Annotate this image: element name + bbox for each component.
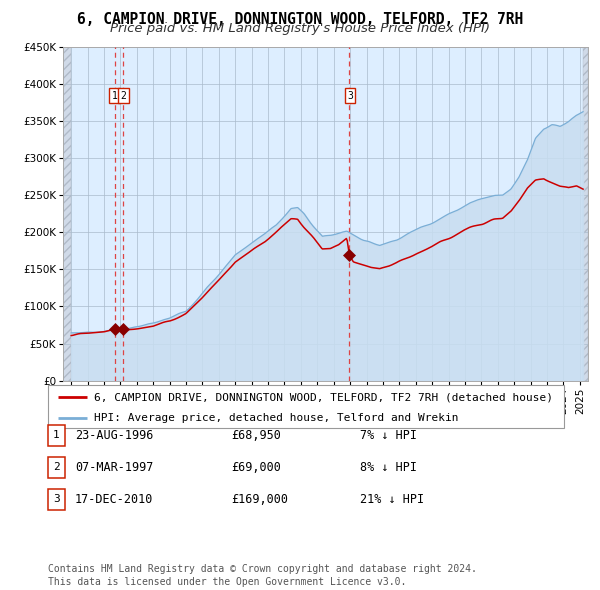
Bar — [583, 47, 588, 381]
Text: 17-DEC-2010: 17-DEC-2010 — [75, 493, 154, 506]
Text: 3: 3 — [347, 90, 353, 100]
Text: 1: 1 — [53, 431, 60, 440]
Text: 21% ↓ HPI: 21% ↓ HPI — [360, 493, 424, 506]
Text: Price paid vs. HM Land Registry's House Price Index (HPI): Price paid vs. HM Land Registry's House … — [110, 22, 490, 35]
Text: 23-AUG-1996: 23-AUG-1996 — [75, 429, 154, 442]
Text: 6, CAMPION DRIVE, DONNINGTON WOOD, TELFORD, TF2 7RH (detached house): 6, CAMPION DRIVE, DONNINGTON WOOD, TELFO… — [94, 392, 553, 402]
Text: £169,000: £169,000 — [231, 493, 288, 506]
Text: Contains HM Land Registry data © Crown copyright and database right 2024.
This d: Contains HM Land Registry data © Crown c… — [48, 564, 477, 587]
Text: 2: 2 — [53, 463, 60, 472]
Text: 07-MAR-1997: 07-MAR-1997 — [75, 461, 154, 474]
Bar — [63, 47, 71, 381]
Text: HPI: Average price, detached house, Telford and Wrekin: HPI: Average price, detached house, Telf… — [94, 414, 459, 424]
Text: 7% ↓ HPI: 7% ↓ HPI — [360, 429, 417, 442]
Text: 8% ↓ HPI: 8% ↓ HPI — [360, 461, 417, 474]
Text: £68,950: £68,950 — [231, 429, 281, 442]
Text: 3: 3 — [53, 494, 60, 504]
Text: £69,000: £69,000 — [231, 461, 281, 474]
Text: 2: 2 — [121, 90, 127, 100]
Text: 1: 1 — [112, 90, 118, 100]
Text: 6, CAMPION DRIVE, DONNINGTON WOOD, TELFORD, TF2 7RH: 6, CAMPION DRIVE, DONNINGTON WOOD, TELFO… — [77, 12, 523, 27]
FancyBboxPatch shape — [48, 385, 564, 428]
